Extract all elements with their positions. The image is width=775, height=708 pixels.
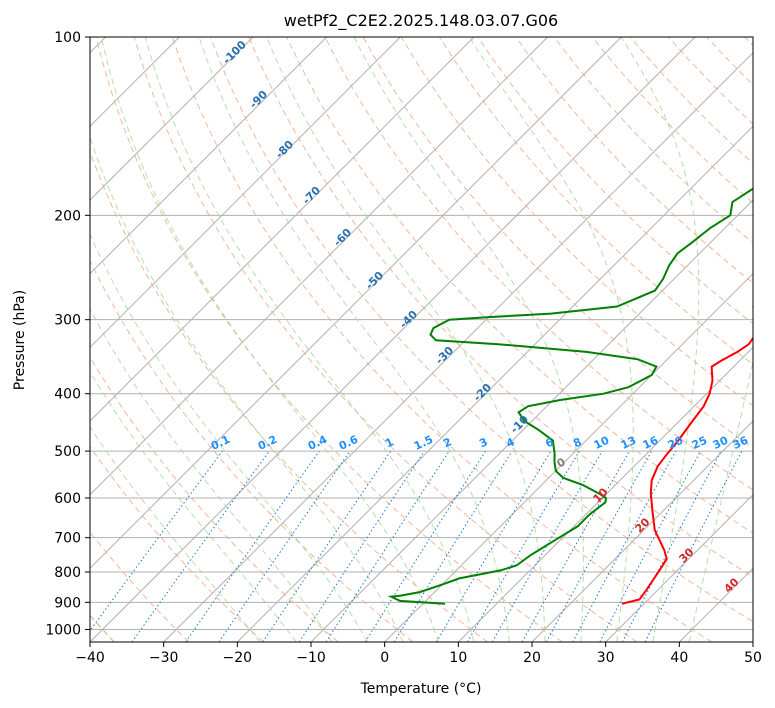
moist-adiabat-line xyxy=(353,37,584,642)
moist-adiabat-line xyxy=(198,37,510,642)
mixing-ratio-line xyxy=(545,450,653,642)
x-tick-label: −40 xyxy=(75,650,105,666)
y-tick-label: 800 xyxy=(54,565,81,581)
dry-adiabat-line xyxy=(90,445,264,642)
dry-adiabat-line xyxy=(133,37,638,642)
mixing-ratio-label: 36 xyxy=(731,434,751,452)
dewpoint-line xyxy=(387,187,753,605)
x-tick-label: 50 xyxy=(744,650,762,666)
sounding-lines xyxy=(387,187,753,605)
x-tick-label: 20 xyxy=(523,650,541,666)
moist-adiabat-line xyxy=(90,308,333,642)
plot-frame xyxy=(89,36,754,643)
isotherm-line xyxy=(531,420,753,642)
dry-adiabat-line xyxy=(90,356,339,642)
y-tick-label: 700 xyxy=(54,531,81,547)
x-tick-label: −30 xyxy=(149,650,179,666)
mixing-ratio-line xyxy=(298,450,425,642)
y-tick-label: 300 xyxy=(54,313,81,329)
isotherm-line xyxy=(384,272,753,642)
moist-adiabat-line xyxy=(90,370,297,642)
x-tick-label: 0 xyxy=(380,650,389,666)
y-tick-label: 600 xyxy=(54,491,81,507)
y-axis-label: Pressure (hPa) xyxy=(12,290,28,390)
mixing-ratio-label: 10 xyxy=(592,434,612,452)
dry-adiabat-line xyxy=(210,37,753,623)
isotherm-line xyxy=(90,37,549,496)
mixing-ratio-label: 30 xyxy=(711,434,731,452)
dry-adiabat-line xyxy=(515,37,753,284)
x-tick-label: −10 xyxy=(296,650,326,666)
mixing-ratio-label: 20 xyxy=(666,434,686,452)
y-tick-label: 400 xyxy=(54,387,81,403)
mixing-ratio-line xyxy=(131,450,270,642)
y-tick-label: 900 xyxy=(54,595,81,611)
isotherm-line xyxy=(457,346,753,642)
moist-adiabat-line xyxy=(90,135,404,642)
temperature-line xyxy=(621,304,753,605)
isotherm-line xyxy=(236,125,753,642)
isotherm-line xyxy=(163,51,753,642)
x-tick-label: 10 xyxy=(449,650,467,666)
moist-adiabat-line xyxy=(90,426,261,642)
x-tick-label: 30 xyxy=(597,650,615,666)
mixing-ratio-label: 25 xyxy=(690,434,709,452)
mixing-ratio-line xyxy=(218,450,351,642)
y-tick-label: 1000 xyxy=(45,622,81,638)
mixing-ratio-label: 16 xyxy=(641,434,661,452)
moist-adiabat-line xyxy=(90,232,369,642)
dry-adiabat-line xyxy=(286,37,753,534)
mixing-ratio-line xyxy=(572,450,677,642)
moist-adiabat-line xyxy=(620,37,700,642)
x-axis-label: Temperature (°C) xyxy=(360,681,482,697)
y-tick-label: 100 xyxy=(54,30,81,46)
isotherm-line xyxy=(90,37,475,422)
dry-adiabat-line xyxy=(90,259,414,642)
dry-adiabat-line xyxy=(324,37,753,491)
dry-adiabat-line xyxy=(171,37,712,642)
x-axis: −40 −30 −20 −10 0 10 20 30 40 50 xyxy=(75,642,762,666)
moist-adiabat-line xyxy=(100,37,439,642)
mixing-ratio-label: 13 xyxy=(619,434,638,452)
isotherm-line xyxy=(90,37,254,201)
isotherm-line xyxy=(90,37,622,570)
moist-adiabat-line xyxy=(688,358,753,642)
chart-title: wetPf2_C2E2.2025.148.03.07.G06 xyxy=(284,11,558,31)
x-tick-label: 40 xyxy=(670,650,688,666)
dry-adiabat-line xyxy=(248,37,753,578)
mixing-ratio-line xyxy=(644,450,743,642)
dry-adiabat-line xyxy=(95,37,563,642)
mixing-ratio-line xyxy=(521,450,630,642)
isotherm-line xyxy=(90,37,328,275)
isotherm-line xyxy=(90,37,401,349)
mixing-ratio-line xyxy=(185,450,320,642)
y-axis: 100 200 300 400 500 600 700 800 900 1000 xyxy=(45,30,90,638)
x-tick-label: −20 xyxy=(223,650,253,666)
mixing-ratio-line xyxy=(325,450,450,642)
y-tick-label: 200 xyxy=(54,208,81,224)
y-tick-label: 500 xyxy=(54,444,81,460)
moist-adiabat-line xyxy=(144,37,475,642)
mixing-ratio-line xyxy=(90,450,223,632)
background-lines xyxy=(90,37,753,642)
mixing-ratio-line xyxy=(393,450,513,642)
isotherm-line xyxy=(605,493,753,642)
isotherm-line xyxy=(90,37,696,642)
moist-adiabat-line xyxy=(266,37,546,642)
mixing-ratio-line xyxy=(262,450,392,642)
